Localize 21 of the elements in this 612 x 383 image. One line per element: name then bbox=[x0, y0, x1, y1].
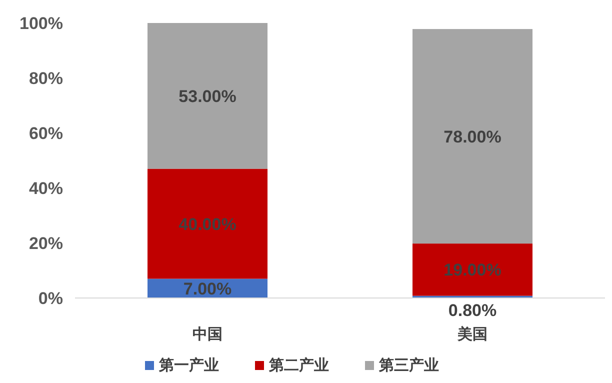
y-tick-label: 60% bbox=[28, 124, 63, 143]
data-label: 78.00% bbox=[444, 127, 502, 146]
bar bbox=[412, 29, 532, 244]
y-tick-label: 40% bbox=[28, 179, 63, 198]
data-label: 19.00% bbox=[444, 260, 502, 280]
data-label: 0.80% bbox=[448, 301, 497, 320]
y-tick-label: 0% bbox=[38, 289, 63, 308]
x-tick-label: 美国 bbox=[456, 325, 488, 343]
bar bbox=[148, 23, 268, 169]
data-label: 7.00% bbox=[183, 279, 232, 298]
bar bbox=[148, 168, 268, 279]
legend-label: 第二产业 bbox=[268, 357, 329, 374]
legend-label: 第三产业 bbox=[378, 357, 439, 374]
data-label: 53.00% bbox=[178, 86, 236, 106]
y-tick-label: 20% bbox=[28, 234, 63, 253]
bar bbox=[412, 244, 532, 296]
y-tick-label: 100% bbox=[20, 14, 63, 33]
legend-label: 第一产业 bbox=[158, 357, 219, 374]
x-tick-label: 中国 bbox=[192, 326, 222, 343]
data-label: 40.00% bbox=[178, 214, 236, 234]
y-tick-label: 80% bbox=[28, 69, 63, 88]
